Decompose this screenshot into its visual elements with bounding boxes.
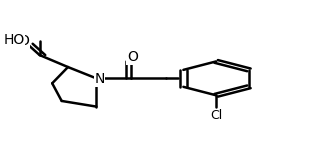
Text: O: O [127,50,138,64]
Text: Cl: Cl [210,109,222,122]
Text: HO: HO [4,33,25,47]
Text: N: N [94,72,105,86]
Text: O: O [18,34,29,48]
